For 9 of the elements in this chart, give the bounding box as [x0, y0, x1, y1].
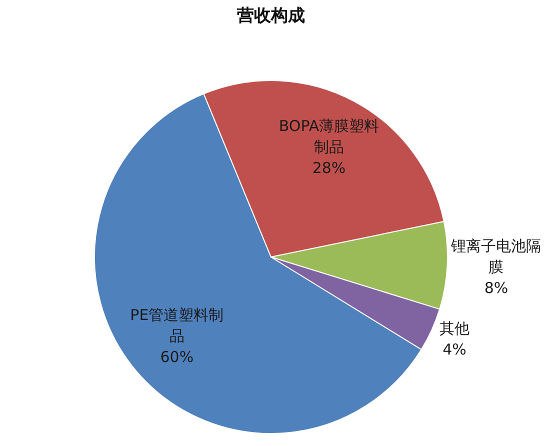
- slice-label: BOPA薄膜塑料制品: [278, 116, 380, 156]
- data-label: 28%: [312, 158, 346, 177]
- data-label: 4%: [442, 340, 466, 359]
- chart-title: 营收构成: [236, 5, 306, 27]
- slice-label: PE管道塑料制品: [130, 306, 224, 345]
- slice-label: 其他: [440, 320, 470, 338]
- data-label: 60%: [160, 348, 194, 366]
- data-label: 8%: [484, 278, 508, 297]
- slice-label: 锂离子电池隔膜: [450, 236, 542, 276]
